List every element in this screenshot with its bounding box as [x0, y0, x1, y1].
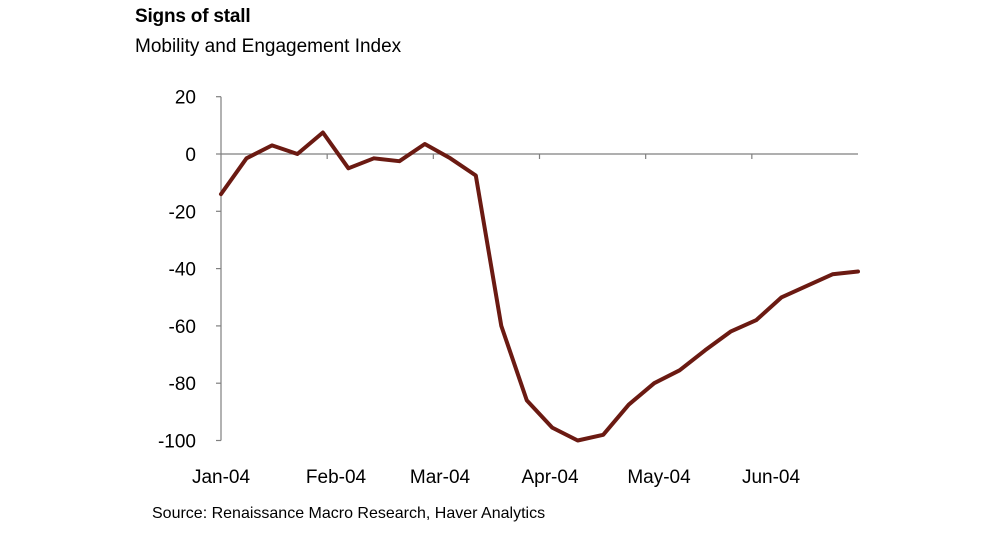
y-tick-label: 20 — [175, 88, 196, 109]
y-tick-label: -60 — [169, 317, 196, 338]
y-tick-label: -100 — [158, 432, 196, 453]
y-tick-label: -40 — [169, 260, 196, 281]
x-tick-label: Feb-04 — [306, 467, 367, 488]
source-note: Source: Renaissance Macro Research, Have… — [152, 505, 546, 522]
x-tick-label: Jan-04 — [192, 467, 251, 488]
x-tick-label: Mar-04 — [410, 467, 471, 488]
chart-title: Signs of stall — [135, 6, 251, 27]
x-tick-label: May-04 — [627, 467, 691, 488]
x-tick-label: Jun-04 — [742, 467, 801, 488]
y-tick-label: 0 — [185, 145, 196, 166]
chart-subtitle: Mobility and Engagement Index — [135, 36, 402, 57]
y-tick-label: -80 — [169, 374, 196, 395]
series-line — [219, 130, 860, 443]
y-tick-label: -20 — [169, 202, 196, 223]
x-tick-label: Apr-04 — [521, 467, 578, 488]
